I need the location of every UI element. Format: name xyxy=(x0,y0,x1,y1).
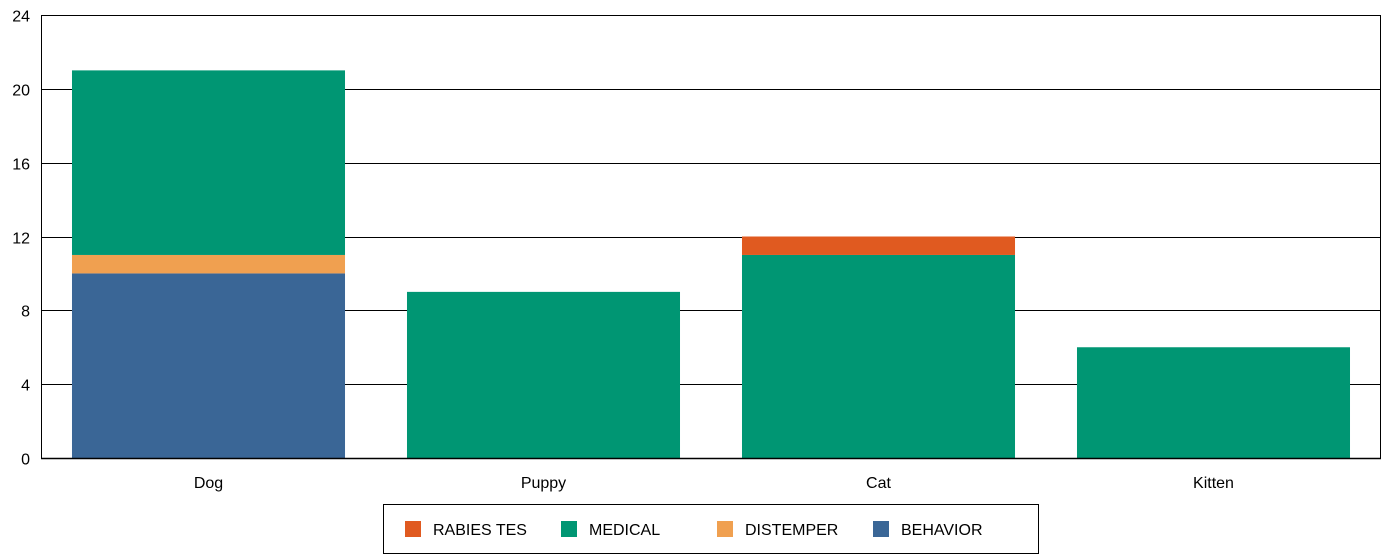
legend-label: RABIES TES xyxy=(433,522,527,539)
y-tick-label: 24 xyxy=(12,9,30,26)
legend-swatch-distemper xyxy=(717,521,733,537)
axes xyxy=(41,15,1381,460)
legend-label: MEDICAL xyxy=(589,522,660,539)
legend-label: BEHAVIOR xyxy=(901,522,983,539)
y-tick-label: 20 xyxy=(12,83,30,100)
bar-cat-rabies-tes xyxy=(741,236,1016,255)
y-tick-label: 12 xyxy=(12,231,30,248)
y-tick-label: 8 xyxy=(21,304,30,321)
x-tick-label: Dog xyxy=(194,475,223,492)
bar-puppy-medical xyxy=(406,291,681,458)
bar-cat-medical xyxy=(741,254,1016,458)
bar-dog-distemper xyxy=(71,254,346,274)
bar-dog-medical xyxy=(71,70,346,255)
legend-box xyxy=(383,504,1039,554)
bar-dog-behavior xyxy=(71,273,346,458)
x-tick-label: Puppy xyxy=(521,475,566,492)
tick-labels: 0 4 8 12 16 20 24 Dog Puppy Cat Kitten xyxy=(12,9,1234,493)
bar-kitten-medical xyxy=(1076,347,1351,458)
legend-swatch-behavior xyxy=(873,521,889,537)
legend-label: DISTEMPER xyxy=(745,522,838,539)
x-tick-label: Kitten xyxy=(1193,475,1234,492)
legend-swatch-medical xyxy=(561,521,577,537)
bars xyxy=(71,70,1351,458)
legend: RABIES TES MEDICAL DISTEMPER BEHAVIOR xyxy=(383,504,1039,554)
legend-swatch-rabies-tes xyxy=(405,521,421,537)
y-tick-label: 4 xyxy=(21,378,30,395)
y-tick-label: 16 xyxy=(12,157,30,174)
y-tick-label: 0 xyxy=(21,452,30,469)
x-tick-label: Cat xyxy=(866,475,891,492)
